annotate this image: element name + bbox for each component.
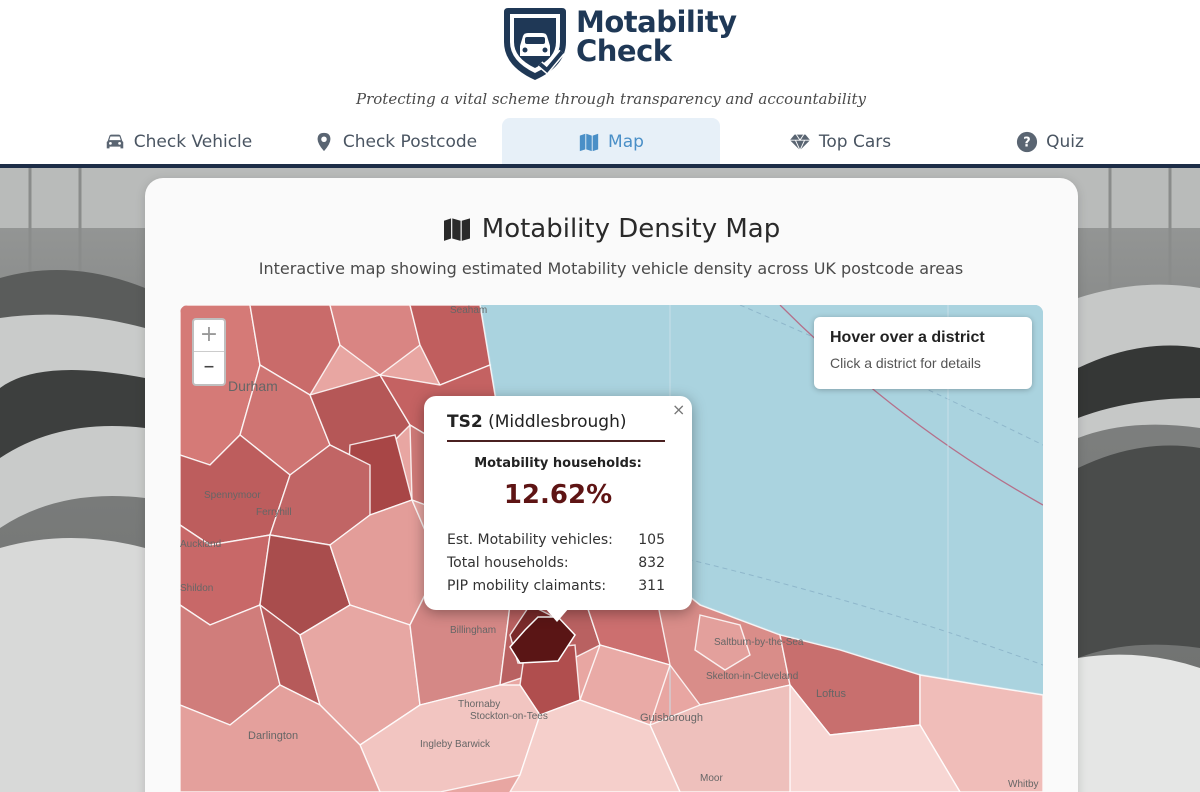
nav-quiz[interactable]: ? Quiz: [1005, 118, 1095, 166]
popup-pointer: [545, 608, 569, 622]
popup-stat-value: 105: [638, 532, 665, 548]
car-icon: [106, 134, 123, 149]
place-label: Stockton-on-Tees: [470, 711, 548, 722]
place-label: Loftus: [816, 688, 846, 700]
map-icon: [579, 133, 599, 152]
nav-label: Map: [608, 132, 644, 152]
logo-shield-car-icon[interactable]: [500, 6, 730, 82]
popup-stat-row: Total households: 832: [447, 555, 665, 571]
popup-stat-label: Est. Motability vehicles:: [447, 532, 613, 548]
popup-heading: TS2 (Middlesbrough): [447, 412, 665, 442]
nav-check-postcode[interactable]: Check Postcode: [310, 118, 480, 166]
page-subtitle: Interactive map showing estimated Motabi…: [258, 259, 964, 278]
place-label: Whitby: [1008, 779, 1039, 790]
popup-stat-value: 832: [638, 555, 665, 571]
logo-line-2: Check: [576, 34, 672, 68]
page-title-text: Motability Density Map: [481, 214, 781, 244]
diamond-icon: [789, 134, 810, 152]
map-icon: [443, 218, 470, 241]
place-label: Billingham: [450, 625, 496, 636]
nav-map[interactable]: Map: [502, 118, 720, 166]
popup-area-name: (Middlesbrough): [488, 412, 627, 432]
popup-stat-row: Est. Motability vehicles: 105: [447, 532, 665, 548]
logo-line-1: Motability: [576, 5, 737, 39]
logo-wordmark[interactable]: Motability Check: [576, 8, 737, 66]
place-label: Shildon: [180, 583, 213, 594]
svg-text:?: ?: [1023, 136, 1030, 151]
info-box-title: Hover over a district: [830, 329, 985, 346]
popup-stat-row: PIP mobility claimants: 311: [447, 578, 665, 594]
popup-stat-value: 311: [638, 578, 665, 594]
zoom-in-button[interactable]: +: [194, 320, 224, 352]
nav-top-cars[interactable]: Top Cars: [770, 118, 910, 166]
place-label: Auckland: [180, 539, 221, 550]
place-label: Guisborough: [640, 712, 703, 724]
place-label: Skelton-in-Cleveland: [706, 671, 798, 682]
tagline: Protecting a vital scheme through transp…: [356, 90, 866, 108]
place-label: Ferryhill: [256, 507, 292, 518]
main-nav: Check Vehicle Check Postcode Map Top Car…: [0, 118, 1200, 166]
hover-info-box: Hover over a district Click a district f…: [814, 317, 1032, 389]
nav-check-vehicle[interactable]: Check Vehicle: [98, 118, 258, 166]
popup-households-percentage: 12.62%: [503, 480, 613, 510]
place-label: Saltburn-by-the-Sea: [714, 637, 804, 648]
place-label: Seaham: [450, 305, 487, 316]
popup-households-label: Motability households:: [474, 456, 642, 471]
place-label: Spennymoor: [204, 490, 261, 501]
site-header: Motability Check Protecting a vital sche…: [0, 0, 1200, 166]
nav-divider: [0, 164, 1200, 168]
map-pin-icon: [317, 132, 331, 152]
nav-label: Quiz: [1046, 132, 1084, 152]
page-title: Motability Density Map: [0, 214, 1200, 244]
question-circle-icon: ?: [1017, 131, 1038, 153]
place-label: Thornaby: [458, 699, 500, 710]
info-box-subtitle: Click a district for details: [830, 355, 981, 371]
place-label: Darlington: [248, 730, 298, 742]
popup-stat-label: Total households:: [447, 555, 569, 571]
zoom-control: + –: [192, 318, 226, 386]
nav-label: Check Postcode: [342, 132, 478, 152]
nav-label: Top Cars: [818, 132, 892, 152]
zoom-out-button[interactable]: –: [203, 354, 215, 379]
district-popup: [424, 396, 692, 610]
popup-close-button[interactable]: ×: [672, 400, 686, 419]
place-label: Durham: [228, 378, 278, 394]
nav-label: Check Vehicle: [133, 132, 253, 152]
popup-stat-label: PIP mobility claimants:: [447, 578, 607, 594]
place-label: Ingleby Barwick: [420, 739, 491, 750]
place-label: Moor: [700, 773, 723, 784]
popup-postcode: TS2: [447, 412, 483, 432]
